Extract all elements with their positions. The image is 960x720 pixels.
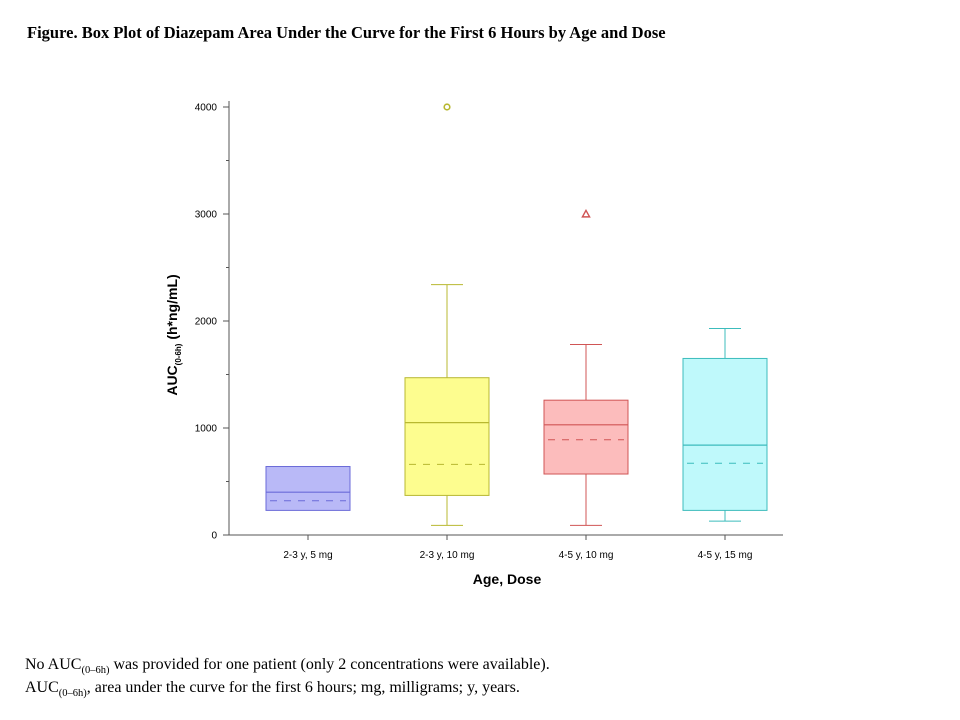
footnote-1-post: was provided for one patient (only 2 con…: [109, 656, 550, 673]
y-tick-label: 2000: [195, 317, 218, 328]
footnote-2-pre: AUC: [25, 679, 59, 696]
y-tick-label: 0: [211, 531, 217, 542]
box-group: [543, 208, 629, 526]
boxes: [265, 103, 768, 526]
figure-title: Figure. Box Plot of Diazepam Area Under …: [27, 23, 666, 42]
y-axis-label: AUC(0-6h) (h*ng/mL): [164, 274, 183, 395]
footnote-1: No AUC(0–6h) was provided for one patien…: [25, 656, 550, 676]
footnote-2-post: , area under the curve for the first 6 h…: [86, 679, 520, 696]
x-tick-label: 4-5 y, 15 mg: [698, 550, 753, 561]
axes: 0 1000 2000 3000 4000 2-3 y, 5 mg 2-3 y, 10 mg…: [195, 101, 783, 561]
outlier-circle: [443, 103, 451, 111]
x-tick-label: 2-3 y, 10 mg: [420, 550, 475, 561]
footnote-2-sub: (0–6h): [58, 688, 87, 700]
y-axis-label-main: AUC: [164, 365, 180, 395]
iqr-box: [543, 399, 629, 475]
footnote-1-pre: No AUC: [25, 656, 82, 673]
outlier-triangle: [581, 208, 591, 218]
iqr-box: [682, 357, 768, 511]
y-tick-label: 4000: [195, 103, 218, 114]
box-plot-chart: 0 1000 2000 3000 4000 2-3 y, 5 mg 2-3 y, 10 mg…: [164, 101, 783, 587]
x-tick-label: 4-5 y, 10 mg: [559, 550, 614, 561]
x-tick-label: 2-3 y, 5 mg: [283, 550, 332, 561]
iqr-box: [265, 466, 351, 511]
y-tick-label: 3000: [195, 210, 218, 221]
y-axis-label-sub: (0-6h): [174, 343, 183, 365]
footnote-2: AUC(0–6h), area under the curve for the …: [25, 679, 520, 699]
x-axis-label: Age, Dose: [473, 571, 542, 587]
y-axis-label-unit: (h*ng/mL): [164, 274, 180, 343]
y-tick-label: 1000: [195, 424, 218, 435]
footnote-1-sub: (0–6h): [81, 665, 110, 677]
box-group: [265, 466, 351, 511]
iqr-box: [404, 377, 490, 496]
box-group: [682, 327, 768, 522]
box-group: [404, 103, 490, 526]
